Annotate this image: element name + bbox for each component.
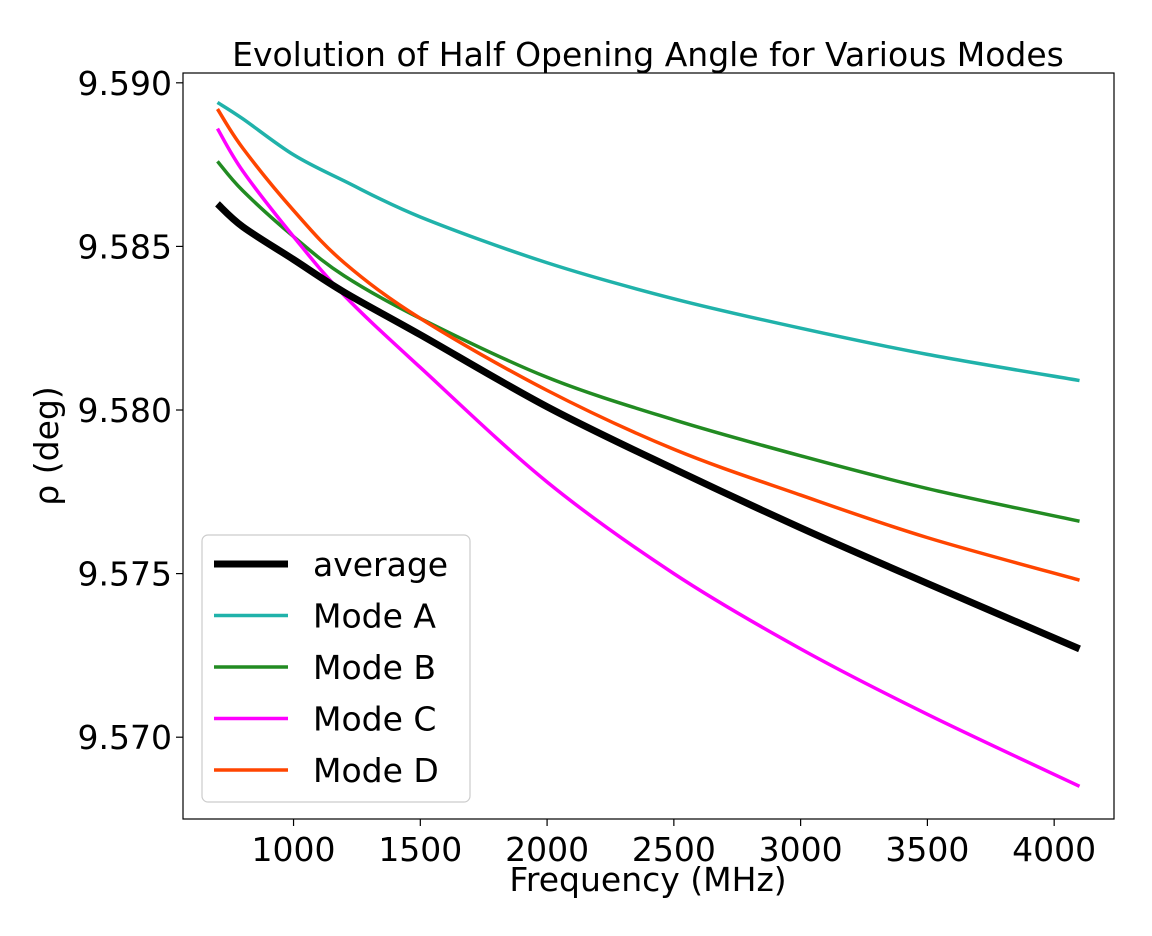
legend-label-mode-d: Mode D xyxy=(313,751,439,790)
y-tick-label: 9.570 xyxy=(78,718,172,757)
legend-label-mode-c: Mode C xyxy=(313,700,436,739)
series-line-mode-c xyxy=(215,127,1081,788)
legend: average Mode A Mode B Mode C Mode D xyxy=(201,534,471,803)
x-tick-label: 1000 xyxy=(252,830,336,869)
y-axis-label: ρ (deg) xyxy=(27,386,66,505)
series-line-mode-d xyxy=(216,108,1080,582)
x-tick-label: 3500 xyxy=(885,830,969,869)
x-tick-label: 2500 xyxy=(632,830,716,869)
series-line-mode-b xyxy=(216,160,1080,523)
x-axis-label: Frequency (MHz) xyxy=(509,860,786,899)
x-tick-label: 3000 xyxy=(759,830,843,869)
y-axis: 9.570 9.575 9.580 9.585 9.590 xyxy=(78,64,183,757)
legend-label-average: average xyxy=(313,545,448,584)
plot-frame xyxy=(182,72,1115,820)
legend-label-mode-b: Mode B xyxy=(313,648,436,687)
x-axis: 1000 1500 2000 2500 3000 3500 4000 xyxy=(252,819,1096,869)
chart-title: Evolution of Half Opening Angle for Vari… xyxy=(232,35,1064,74)
x-tick-label: 1500 xyxy=(378,830,462,869)
series-line-mode-a xyxy=(216,100,1080,383)
legend-label-mode-a: Mode A xyxy=(313,597,436,636)
y-tick-label: 9.585 xyxy=(78,227,172,266)
series-line-average xyxy=(215,201,1081,653)
x-tick-label: 2000 xyxy=(505,830,589,869)
y-tick-label: 9.590 xyxy=(78,64,172,103)
y-tick-label: 9.575 xyxy=(78,555,172,594)
plot-series xyxy=(215,100,1081,788)
x-tick-label: 4000 xyxy=(1012,830,1096,869)
legend-box xyxy=(201,534,471,803)
y-tick-label: 9.580 xyxy=(78,391,172,430)
